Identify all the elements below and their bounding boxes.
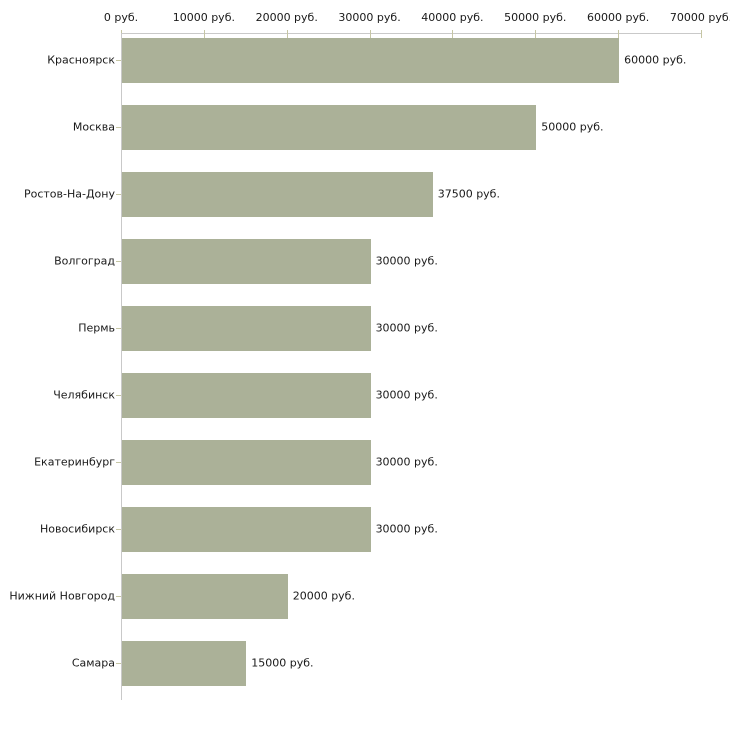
value-label: 30000 руб. [375,522,438,536]
y-axis-tick [116,328,121,329]
y-axis-tick [116,261,121,262]
bar-10 [122,640,247,686]
bar-5 [122,305,371,351]
x-axis-tick [618,30,620,38]
x-axis-tick [452,30,454,38]
y-axis-tick [116,194,121,195]
bar-7 [122,439,371,485]
category-label: Самара [71,656,115,670]
bar-2 [122,104,537,150]
category-label: Пермь [78,321,115,335]
x-axis-tick-label: 30000 руб. [338,11,401,24]
bar-9 [122,573,288,619]
bar-8 [122,506,371,552]
x-axis-tick [535,30,537,38]
category-label: Москва [72,120,115,134]
category-label: Челябинск [53,388,115,402]
bar-1 [122,37,620,83]
category-label: Новосибирск [39,522,115,536]
x-axis-tick-label: 10000 руб. [172,11,235,24]
bar-6 [122,372,371,418]
x-axis-tick-label: 70000 руб. [669,11,730,24]
value-label: 50000 руб. [541,120,604,134]
y-axis-tick [116,60,121,61]
x-axis-tick-label: 60000 руб. [587,11,650,24]
y-axis-tick [116,127,121,128]
bar-3 [122,171,433,217]
x-axis-tick [369,30,371,38]
x-axis-tick [701,30,702,38]
y-axis-tick [116,462,121,463]
bar-4 [122,238,371,284]
category-label: Екатеринбург [34,455,115,469]
x-axis-tick [203,30,205,38]
value-label: 15000 руб. [251,656,314,670]
value-label: 30000 руб. [375,455,438,469]
x-axis-tick [286,30,288,38]
y-axis-tick [116,529,121,530]
value-label: 30000 руб. [375,321,438,335]
x-axis-tick-label: 0 руб. [103,11,139,24]
value-label: 30000 руб. [375,254,438,268]
category-label: Нижний Новгород [9,589,115,603]
category-label: Красноярск [47,53,115,67]
x-axis-tick-label: 40000 руб. [421,11,484,24]
y-axis-line [121,33,122,700]
value-label: 20000 руб. [292,589,355,603]
category-label: Волгоград [54,254,115,268]
value-label: 37500 руб. [437,187,500,201]
x-axis-tick-label: 20000 руб. [255,11,318,24]
y-axis-tick [116,663,121,664]
y-axis-tick [116,596,121,597]
value-label: 60000 руб. [624,53,687,67]
x-axis-line [121,33,702,34]
value-label: 30000 руб. [375,388,438,402]
category-label: Ростов-На-Дону [23,187,115,201]
x-axis-tick-label: 50000 руб. [504,11,567,24]
y-axis-tick [116,395,121,396]
